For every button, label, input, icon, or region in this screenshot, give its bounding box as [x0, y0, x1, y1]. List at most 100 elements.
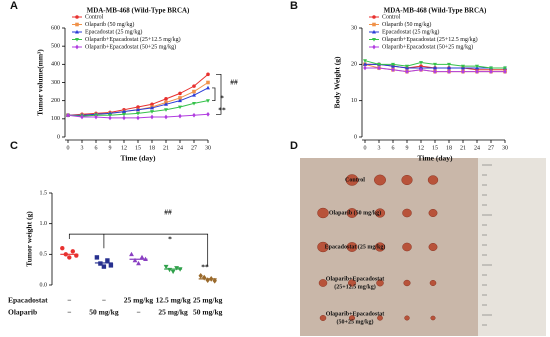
x-tick-label: 27 [191, 145, 197, 151]
dose-label: 50 mg/kg [89, 308, 119, 317]
marker [164, 102, 168, 106]
marker [75, 22, 79, 27]
tumor [345, 174, 359, 186]
legend-label: Olaparib+Epacadostat (25+12.5 mg/kg) [382, 36, 478, 43]
marker [70, 249, 76, 254]
marker [419, 67, 423, 73]
dose-label: − [136, 308, 140, 317]
marker [136, 111, 140, 116]
annotation: * [168, 235, 172, 244]
tumor [429, 280, 437, 286]
marker [122, 112, 126, 117]
x-tick-label: 24 [177, 145, 183, 151]
marker [170, 269, 176, 275]
y-tick-label: 1.0 [40, 221, 48, 227]
marker [75, 15, 79, 19]
marker [192, 101, 196, 106]
marker [391, 62, 395, 67]
marker [150, 105, 154, 110]
row-label: (50+25 mg/kg) [337, 318, 374, 325]
annotation: ** [218, 106, 226, 115]
x-tick-label: 9 [109, 145, 112, 151]
x-tick-label: 0 [364, 145, 367, 151]
marker [178, 91, 182, 96]
marker [98, 261, 103, 266]
tumor [428, 208, 438, 218]
tumor [402, 208, 412, 218]
marker [164, 114, 168, 120]
marker [105, 258, 110, 263]
bracket [216, 73, 222, 115]
x-tick-label: 27 [488, 145, 494, 151]
legend-label: Control [382, 14, 401, 20]
panel-label: A [10, 0, 18, 12]
marker [101, 264, 107, 269]
x-tick-label: 24 [474, 145, 480, 151]
marker [372, 15, 376, 19]
marker [136, 105, 140, 109]
marker [405, 69, 409, 74]
marker [475, 64, 479, 69]
marker [178, 98, 182, 103]
marker [363, 59, 367, 63]
legend-label: Control [85, 14, 104, 20]
marker [205, 277, 210, 283]
marker [80, 114, 84, 120]
y-tick-label: 0 [354, 134, 357, 140]
y-tick-label: 400 [51, 62, 60, 68]
marker [178, 96, 182, 100]
row-label: Olaparib+Epacadostat [326, 276, 384, 282]
marker [94, 114, 98, 120]
x-tick-label: 3 [81, 145, 84, 151]
marker [192, 89, 196, 94]
dose-label: 12.5 mg/kg [156, 296, 191, 305]
y-tick-label: 100 [51, 116, 60, 122]
marker [198, 272, 203, 279]
marker [122, 109, 126, 114]
marker [391, 67, 395, 73]
y-tick-label: 20 [351, 62, 357, 68]
dose-label: 25 mg/kg [193, 296, 223, 305]
marker [136, 260, 141, 266]
marker [433, 62, 437, 67]
legend-label: Olaparib (50 mg/kg) [85, 21, 134, 28]
bracket [212, 87, 216, 102]
marker [206, 111, 210, 117]
y-tick-label: 500 [51, 44, 60, 50]
marker [447, 65, 451, 70]
marker [164, 97, 168, 101]
tumor [374, 208, 386, 218]
tumor [430, 315, 436, 321]
tumor [347, 279, 357, 287]
y-tick-label: 30 [351, 25, 357, 31]
marker [372, 29, 376, 34]
annotation: * [220, 94, 224, 103]
marker [433, 65, 437, 70]
marker [75, 29, 79, 34]
marker [164, 108, 168, 112]
marker [503, 66, 507, 71]
marker [178, 113, 182, 119]
marker [108, 115, 112, 121]
tumor [428, 242, 438, 252]
marker [461, 69, 465, 74]
dose-label: 25 mg/kg [158, 308, 188, 317]
marker [447, 62, 451, 67]
x-tick-label: 6 [95, 145, 98, 151]
marker [419, 61, 423, 65]
tumor [402, 242, 412, 252]
y-axis-label: Tumor weight (g) [25, 211, 34, 267]
legend-label: Olaparib+Epacadostat (25+12.5 mg/kg) [85, 36, 181, 43]
tumor [317, 241, 329, 253]
x-tick-label: 15 [432, 145, 438, 151]
x-tick-label: 21 [163, 145, 169, 151]
marker [192, 93, 196, 97]
dose-label: 25 mg/kg [124, 296, 154, 305]
tumors [317, 164, 492, 326]
y-tick-label: 10 [351, 98, 357, 104]
marker [108, 263, 114, 268]
legend-label: Olaparib+Epacadostat (50+25 mg/kg) [382, 43, 473, 50]
tumor [348, 315, 356, 321]
marker [377, 62, 381, 67]
marker [206, 99, 210, 103]
